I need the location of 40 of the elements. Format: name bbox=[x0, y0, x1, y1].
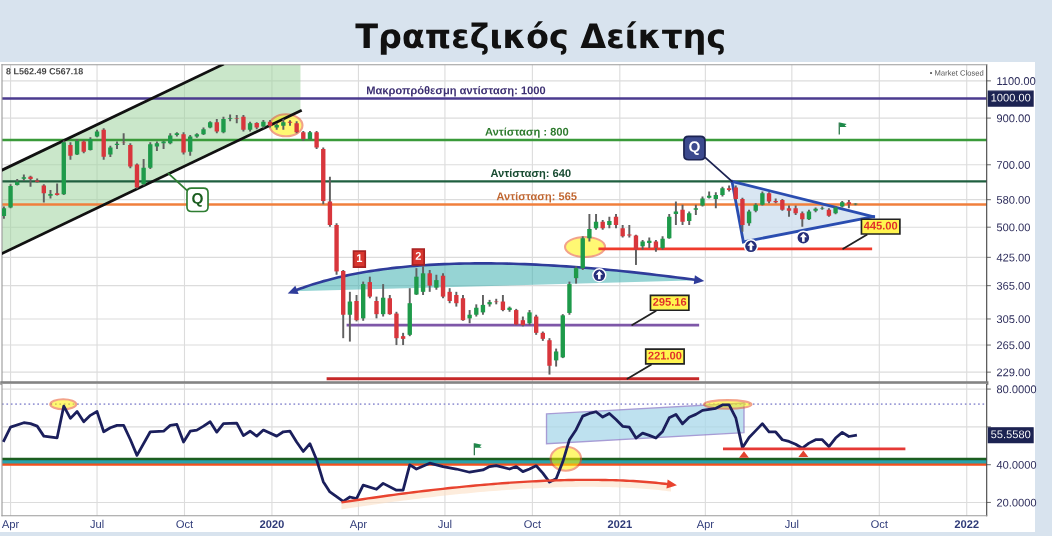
x-tick-label: Apr bbox=[349, 520, 367, 531]
annotation: 295.16 bbox=[653, 297, 687, 306]
ref-line-label: Αντίσταση: 565 bbox=[496, 191, 577, 203]
y-tick-label: 700.00 bbox=[996, 161, 1030, 169]
x-tick-label: Apr bbox=[696, 520, 714, 531]
annotation: 445.00 bbox=[863, 221, 898, 230]
y-tick-label: 265.00 bbox=[996, 341, 1030, 350]
y-tick-label: 40.0000 bbox=[996, 460, 1037, 469]
y-tick-label: 580.00 bbox=[996, 195, 1030, 204]
ref-line-label: Αντίσταση: 640 bbox=[490, 168, 571, 180]
annotation: Q bbox=[689, 141, 700, 155]
y-tick-label: 1100.00 bbox=[997, 77, 1036, 85]
y-tick-label: 80.0000 bbox=[996, 385, 1037, 394]
y-tick-label: 305.00 bbox=[996, 315, 1030, 324]
annotation: 221.00 bbox=[648, 351, 682, 360]
annotation: Q bbox=[192, 193, 203, 207]
x-tick-label: 2021 bbox=[607, 520, 632, 529]
x-tick-label: Jul bbox=[438, 519, 452, 529]
annotation: 2 bbox=[415, 252, 421, 260]
annotation: 8 L562.49 C567.18 bbox=[6, 68, 83, 75]
x-tick-label: Oct bbox=[176, 520, 194, 529]
y-tick-label: 500.00 bbox=[996, 223, 1030, 232]
ref-line-label: Αντίσταση : 800 bbox=[485, 127, 569, 138]
x-tick-label: 2020 bbox=[259, 520, 284, 529]
x-tick-label: Jul bbox=[784, 519, 799, 529]
x-tick-label: Jul bbox=[90, 519, 104, 529]
x-tick-label: Oct bbox=[524, 520, 541, 529]
x-tick-label: 2022 bbox=[954, 520, 979, 529]
y-tick-label: 900.00 bbox=[996, 114, 1030, 123]
y-tick-label: 425.00 bbox=[996, 253, 1030, 262]
y-tick-label: 229.00 bbox=[996, 368, 1030, 377]
chart-title: Τραπεζικός Δείκτης bbox=[355, 21, 724, 55]
text: 1000.00 bbox=[991, 93, 1031, 102]
x-tick-label: Oct bbox=[871, 520, 888, 529]
y-tick-label: 20.0000 bbox=[996, 498, 1037, 507]
x-tick-label: Apr bbox=[1, 520, 20, 531]
y-tick-label: 365.00 bbox=[996, 281, 1030, 290]
ref-line-label: Μακροπρόθεσμη αντίσταση: 1000 bbox=[367, 85, 546, 97]
annotation: 1 bbox=[356, 254, 363, 262]
text: 55.5580 bbox=[991, 430, 1031, 439]
